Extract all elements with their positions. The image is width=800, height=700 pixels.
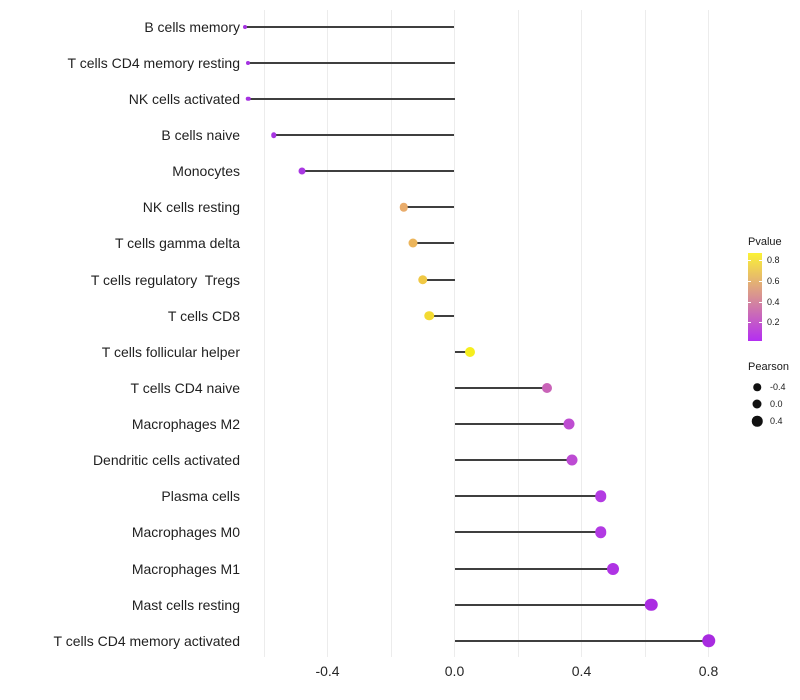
pvalue-colorbar xyxy=(748,253,762,341)
data-point xyxy=(245,96,251,102)
row-label: T cells CD8 xyxy=(167,307,240,324)
row-label: Dendritic cells activated xyxy=(92,452,240,469)
row-label: B cells naive xyxy=(161,127,240,144)
lollipop-stem xyxy=(429,314,455,317)
x-tick-label: -0.4 xyxy=(315,663,340,679)
row-label: T cells CD4 memory resting xyxy=(67,54,240,71)
pvalue-tick-label: 0.4 xyxy=(767,296,780,307)
lollipop-stem xyxy=(302,170,455,173)
lollipop-stem xyxy=(413,242,455,245)
pearson-size-dot xyxy=(751,415,763,427)
pvalue-tick-mark xyxy=(748,260,751,261)
gridline-x--0.6 xyxy=(263,10,265,657)
row-label: T cells CD4 memory activated xyxy=(53,632,240,649)
pvalue-tick-mark xyxy=(748,301,751,303)
lollipop-stem xyxy=(454,531,601,534)
lollipop-stem xyxy=(248,97,455,100)
data-point xyxy=(270,132,277,138)
lollipop-stem xyxy=(454,495,601,498)
row-label: Macrophages M2 xyxy=(131,416,240,433)
x-tick-label: 0.0 xyxy=(444,663,465,679)
gridline-x--0.2 xyxy=(390,10,392,657)
gridline-x-0.8 xyxy=(708,10,709,657)
data-point xyxy=(541,382,552,393)
pearson-size-dot xyxy=(752,399,762,409)
data-point xyxy=(594,526,607,539)
pvalue-tick-mark xyxy=(748,322,751,324)
row-label: T cells follicular helper xyxy=(101,343,240,360)
row-label: NK cells resting xyxy=(142,199,240,216)
row-label: T cells CD4 naive xyxy=(130,379,240,396)
row-label: Macrophages M1 xyxy=(131,560,240,577)
pvalue-legend-title: Pvalue xyxy=(748,236,782,248)
lollipop-stem xyxy=(422,278,455,281)
pearson-size-label: -0.4 xyxy=(770,382,786,392)
lollipop-stem xyxy=(454,639,709,642)
row-label: Mast cells resting xyxy=(131,596,240,613)
x-tick-label: 0.8 xyxy=(698,663,719,679)
data-point xyxy=(563,418,575,430)
data-point xyxy=(594,490,607,502)
data-point xyxy=(566,454,578,466)
gridline-x-0.4 xyxy=(581,10,582,657)
data-point xyxy=(701,633,716,648)
gridline-x--0.4 xyxy=(327,10,328,657)
lollipop-stem xyxy=(454,567,614,570)
data-point xyxy=(645,598,658,611)
gridline-x-0.6 xyxy=(644,10,646,657)
pearson-size-label: 0.0 xyxy=(770,399,783,409)
data-point xyxy=(298,167,306,175)
pvalue-tick-mark xyxy=(759,322,762,324)
pearson-size-dot xyxy=(753,383,761,391)
data-point xyxy=(424,310,434,321)
lollipop-stem xyxy=(454,603,652,606)
lollipop-stem xyxy=(454,423,569,426)
row-label: Macrophages M0 xyxy=(131,524,240,541)
lollipop-stem xyxy=(454,386,547,389)
pvalue-tick-mark xyxy=(748,280,751,282)
lollipop-stem xyxy=(454,350,471,353)
lollipop-stem xyxy=(273,134,455,137)
row-label: NK cells activated xyxy=(128,90,240,107)
data-point xyxy=(418,274,428,285)
row-label: T cells gamma delta xyxy=(114,235,240,252)
lollipop-stem xyxy=(454,459,572,462)
data-point xyxy=(607,562,620,575)
lollipop-stem xyxy=(248,61,455,64)
data-point xyxy=(242,24,247,29)
pvalue-tick-mark xyxy=(759,301,762,303)
gridline-x-0.0 xyxy=(454,10,455,657)
gridline-x-0.2 xyxy=(517,10,519,657)
lollipop-stem xyxy=(403,206,455,209)
data-point xyxy=(399,203,408,212)
row-label: Plasma cells xyxy=(161,488,240,505)
data-point xyxy=(408,238,418,248)
pvalue-tick-label: 0.6 xyxy=(767,275,780,286)
pvalue-tick-label: 0.8 xyxy=(767,255,780,265)
pearson-size-label: 0.4 xyxy=(770,416,783,426)
data-point xyxy=(465,346,476,357)
pvalue-tick-mark xyxy=(759,260,762,261)
lollipop-stem xyxy=(244,25,455,28)
row-label: T cells regulatory Tregs xyxy=(90,271,240,288)
data-point xyxy=(246,60,251,65)
row-label: Monocytes xyxy=(172,163,240,180)
pearson-legend-title: Pearson xyxy=(748,361,789,373)
pvalue-tick-mark xyxy=(759,280,762,282)
x-tick-label: 0.4 xyxy=(571,663,592,679)
row-label: B cells memory xyxy=(144,18,240,35)
pvalue-tick-label: 0.2 xyxy=(767,317,780,328)
